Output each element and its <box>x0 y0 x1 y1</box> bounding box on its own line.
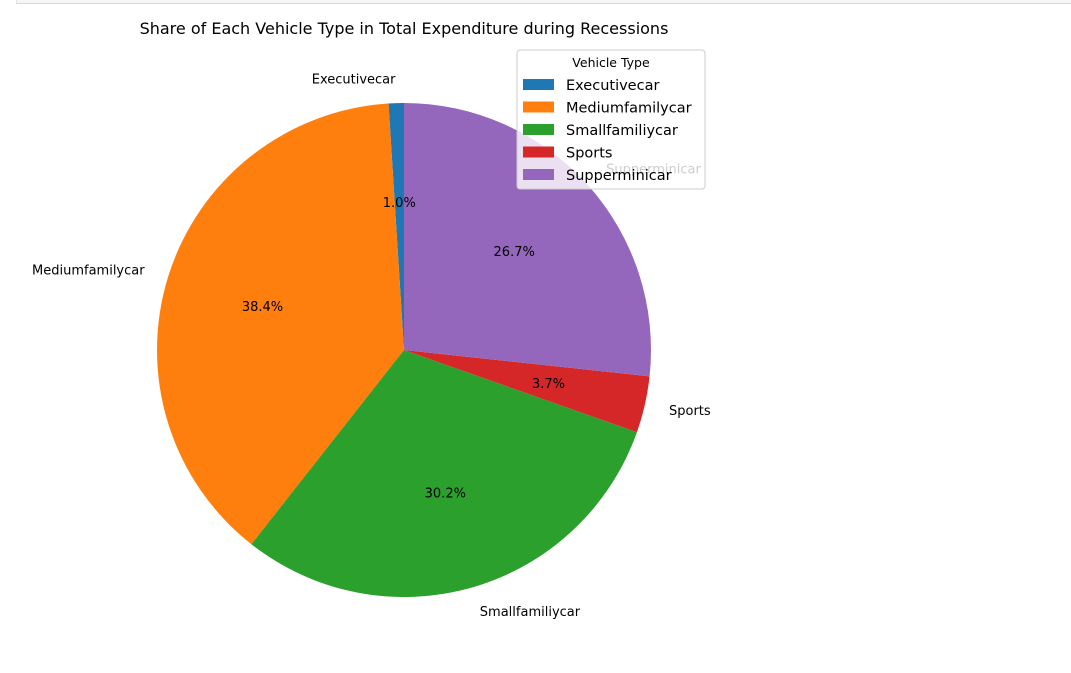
window-top-edge <box>16 0 1071 4</box>
legend-swatch-smallfamiliycar <box>523 124 554 135</box>
legend-entries: Executivecar Mediumfamilycar Smallfamiliyc… <box>523 78 692 184</box>
legend-label-smallfamiliycar: Smallfamiliycar <box>566 123 678 139</box>
pie-slice-supperminicar <box>404 103 651 377</box>
legend-swatch-supperminicar <box>523 169 554 180</box>
legend-label-sports: Sports <box>566 146 612 162</box>
slice-label-executivecar: Executivecar <box>312 72 396 87</box>
slice-percent-executivecar: 1.0% <box>383 196 416 211</box>
slice-percent-mediumfamilycar: 38.4% <box>242 300 283 315</box>
legend: Vehicle Type Executivecar Mediumfamilycar… <box>516 49 706 190</box>
slice-label-mediumfamilycar: Mediumfamilycar <box>32 263 145 278</box>
chart-title: Share of Each Vehicle Type in Total Expe… <box>140 19 669 38</box>
pie-slices <box>157 103 651 597</box>
legend-label-supperminicar: Supperminicar <box>566 168 672 184</box>
pie-slice-sports <box>404 350 650 433</box>
legend-swatch-mediumfamilycar <box>523 101 554 113</box>
slice-label-sports: Sports <box>669 404 711 419</box>
legend-title: Vehicle Type <box>572 55 650 70</box>
slice-percent-labels: 1.0% 38.4% 30.2% 3.7% 26.7% <box>242 196 565 501</box>
legend-frame <box>516 49 706 190</box>
slice-percent-smallfamiliycar: 30.2% <box>425 486 466 501</box>
pie-slice-mediumfamilycar <box>157 103 404 545</box>
legend-label-executivecar: Executivecar <box>566 78 659 94</box>
pie-slice-executivecar <box>388 103 404 350</box>
legend-swatch-executivecar <box>523 79 554 90</box>
legend-label-mediumfamilycar: Mediumfamilycar <box>566 101 692 117</box>
pie-slice-smallfamiliycar <box>251 350 637 597</box>
slice-percent-supperminicar: 26.7% <box>494 245 535 260</box>
slice-label-smallfamiliycar: Smallfamiliycar <box>480 605 581 620</box>
slice-percent-sports: 3.7% <box>532 377 565 392</box>
legend-swatch-sports <box>523 146 554 158</box>
